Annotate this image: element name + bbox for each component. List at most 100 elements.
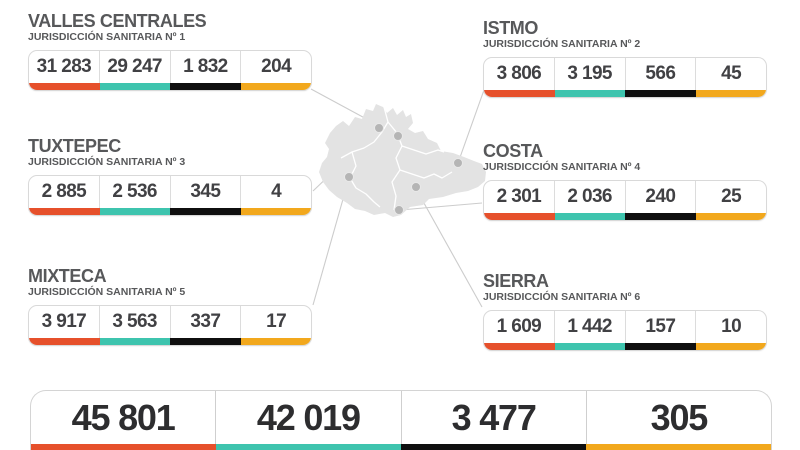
stat-value-yellow: 4 (271, 181, 282, 202)
total-value-black: 3 477 (402, 391, 587, 444)
stat-value-black: 240 (626, 181, 697, 213)
region-card-mixteca: MIXTECA JURISDICCIÓN SANITARIA Nº 5 3 91… (28, 267, 312, 346)
stat-value-black: 337 (171, 306, 242, 338)
strip-black (401, 444, 586, 450)
color-strip (29, 208, 311, 215)
color-strip (29, 338, 311, 345)
strip-black (170, 208, 241, 215)
region-card-tuxtepec: TUXTEPEC JURISDICCIÓN SANITARIA Nº 3 2 8… (28, 137, 312, 216)
strip-yellow (240, 208, 311, 215)
stat-value-yellow: 25 (721, 186, 742, 207)
stat-value-yellow: 45 (721, 63, 742, 84)
color-strip (484, 90, 766, 97)
region-title: ISTMO (483, 18, 538, 38)
region-subtitle: JURISDICCIÓN SANITARIA Nº 6 (483, 291, 641, 303)
map-marker-dot-istmo (453, 158, 463, 168)
strip-black (170, 83, 241, 90)
region-stats-card: 3 917 3 563 337 17 (28, 305, 312, 346)
strip-yellow (695, 90, 766, 97)
strip-yellow (695, 343, 766, 350)
color-strip (29, 83, 311, 90)
region-title: TUXTEPEC (28, 136, 121, 156)
strip-yellow (695, 213, 766, 220)
strip-red (29, 338, 100, 345)
region-stats-card: 2 885 2 536 345 4 (28, 175, 312, 216)
connector-line-istmo (457, 89, 485, 164)
region-title: VALLES CENTRALES (28, 11, 207, 31)
connector-line-sierra (414, 186, 483, 308)
region-stats-card: 3 806 3 195 566 45 (483, 57, 767, 98)
stat-value-red: 1 609 (484, 311, 555, 343)
map-marker-dot-costa (394, 205, 404, 215)
strip-teal (216, 444, 401, 450)
region-subtitle: JURISDICCIÓN SANITARIA Nº 3 (28, 156, 186, 168)
stat-value-teal: 2 536 (100, 176, 171, 208)
region-subtitle: JURISDICCIÓN SANITARIA Nº 1 (28, 31, 186, 43)
map-marker-dot-mixteca (344, 172, 354, 182)
strip-black (625, 343, 696, 350)
strip-yellow (240, 338, 311, 345)
strip-red (31, 444, 216, 450)
stat-value-black: 566 (626, 58, 697, 90)
oaxaca-state-shape (319, 104, 486, 217)
stat-value-red: 3 917 (29, 306, 100, 338)
strip-red (29, 208, 100, 215)
stat-value-yellow: 204 (261, 56, 292, 77)
color-strip (484, 213, 766, 220)
region-subtitle: JURISDICCIÓN SANITARIA Nº 2 (483, 38, 641, 50)
stat-value-red: 2 301 (484, 181, 555, 213)
stat-value-yellow: 10 (721, 316, 742, 337)
total-value-teal: 42 019 (216, 391, 402, 444)
stat-value-yellow: 17 (266, 311, 287, 332)
region-card-valles-centrales: VALLES CENTRALES JURISDICCIÓN SANITARIA … (28, 12, 312, 91)
color-strip (484, 343, 766, 350)
strip-teal (554, 343, 625, 350)
region-title: SIERRA (483, 271, 549, 291)
stat-value-red: 3 806 (484, 58, 555, 90)
strip-red (484, 343, 555, 350)
strip-teal (554, 213, 625, 220)
stat-value-red: 2 885 (29, 176, 100, 208)
stat-value-teal: 2 036 (555, 181, 626, 213)
region-subtitle: JURISDICCIÓN SANITARIA Nº 4 (483, 161, 641, 173)
total-value-red: 45 801 (31, 391, 217, 444)
region-card-sierra: SIERRA JURISDICCIÓN SANITARIA Nº 6 1 609… (483, 272, 767, 351)
region-title: COSTA (483, 141, 543, 161)
totals-bar: 45 801 42 019 3 477 305 (30, 390, 772, 450)
stat-value-black: 157 (626, 311, 697, 343)
strip-yellow (240, 83, 311, 90)
region-title: MIXTECA (28, 266, 107, 286)
region-stats-card: 1 609 1 442 157 10 (483, 310, 767, 351)
totals-color-strip (31, 444, 771, 450)
strip-red (29, 83, 100, 90)
strip-teal (99, 208, 170, 215)
strip-teal (554, 90, 625, 97)
region-subtitle: JURISDICCIÓN SANITARIA Nº 5 (28, 286, 186, 298)
stat-value-black: 345 (171, 176, 242, 208)
stat-value-teal: 3 195 (555, 58, 626, 90)
region-stats-card: 2 301 2 036 240 25 (483, 180, 767, 221)
map-markers (344, 123, 463, 215)
stat-value-red: 31 283 (29, 51, 100, 83)
stat-value-teal: 29 247 (100, 51, 171, 83)
stat-value-teal: 3 563 (100, 306, 171, 338)
map-marker-dot-valles-centrales (393, 131, 403, 141)
strip-red (484, 90, 555, 97)
region-card-costa: COSTA JURISDICCIÓN SANITARIA Nº 4 2 301 … (483, 142, 767, 221)
strip-black (625, 213, 696, 220)
strip-yellow (586, 444, 771, 450)
map-marker-dot-sierra (411, 182, 421, 192)
connector-line-costa (399, 202, 483, 211)
strip-red (484, 213, 555, 220)
stat-value-teal: 1 442 (555, 311, 626, 343)
stat-value-black: 1 832 (171, 51, 242, 83)
strip-black (625, 90, 696, 97)
strip-black (170, 338, 241, 345)
total-value-yellow: 305 (650, 396, 709, 438)
map-marker-dot-tuxtepec (374, 123, 384, 133)
strip-teal (99, 83, 170, 90)
region-stats-card: 31 283 29 247 1 832 204 (28, 50, 312, 91)
region-card-istmo: ISTMO JURISDICCIÓN SANITARIA Nº 2 3 806 … (483, 19, 767, 98)
